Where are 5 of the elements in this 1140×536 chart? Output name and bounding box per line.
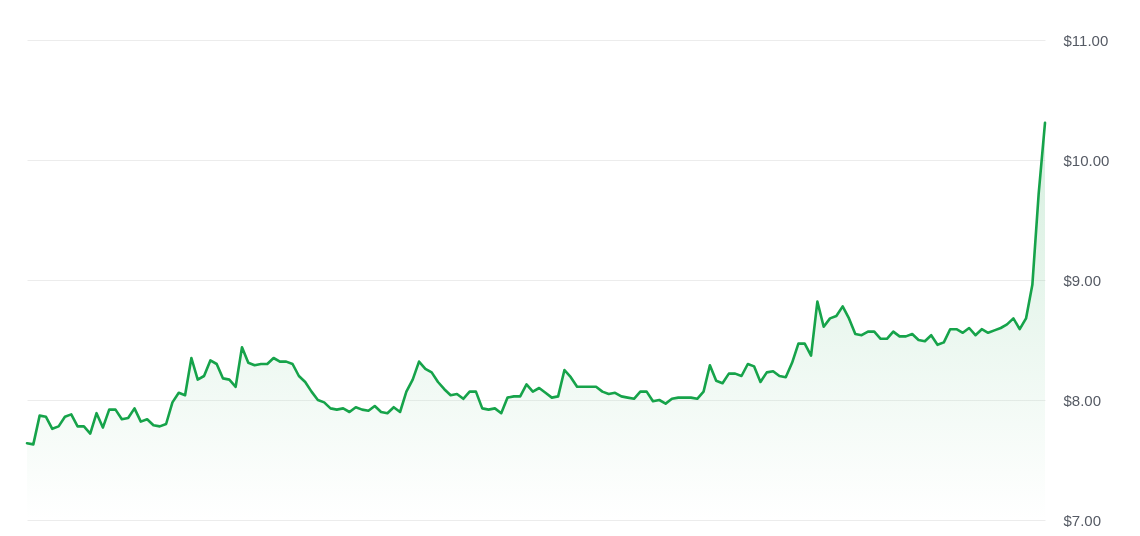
y-tick-label: $8.00 xyxy=(1063,391,1102,409)
y-tick-label: $7.00 xyxy=(1063,511,1102,529)
y-tick-label: $11.00 xyxy=(1063,31,1109,49)
y-tick-label: $9.00 xyxy=(1063,271,1102,289)
y-tick-label: $10.00 xyxy=(1063,151,1110,169)
